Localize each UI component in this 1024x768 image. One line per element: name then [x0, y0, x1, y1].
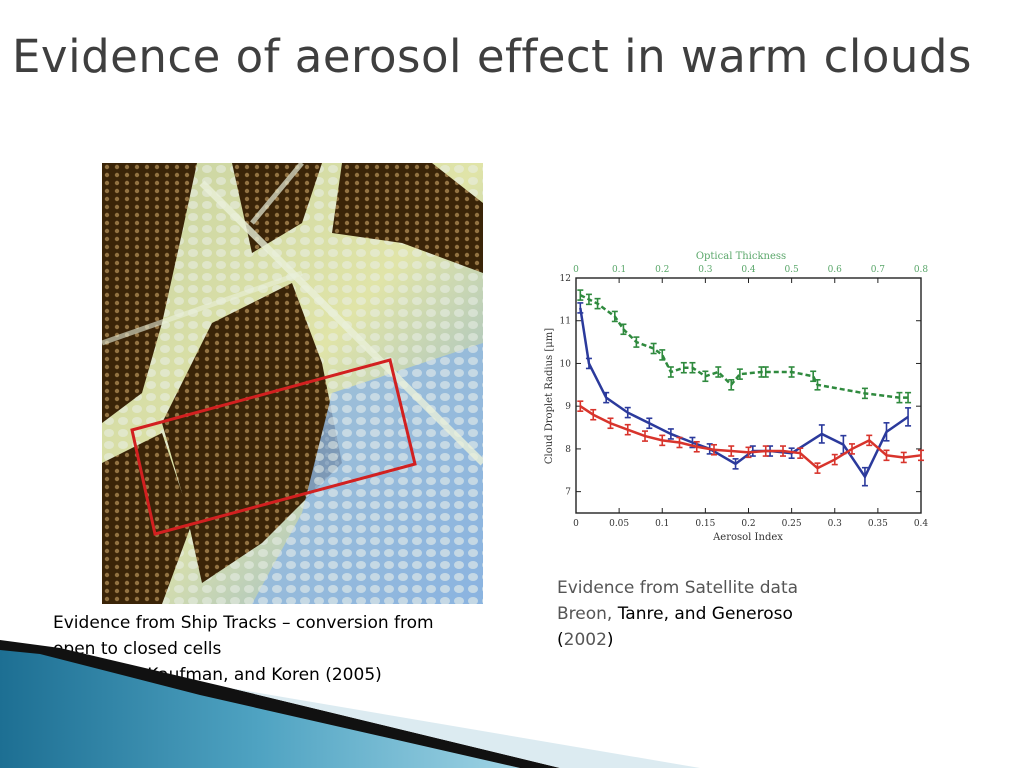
top-tick-label: 0.7 — [871, 265, 886, 275]
caption-line: Evidence from Ship Tracks – conversion f… — [53, 613, 434, 633]
top-tick-label: 0.3 — [698, 265, 713, 275]
top-tick-label: 0.8 — [914, 265, 929, 275]
citation-part: ) — [606, 630, 614, 650]
x-tick-label: 0.3 — [828, 519, 843, 529]
y-tick-label: 9 — [565, 402, 571, 412]
x-tick-label: 0.15 — [695, 519, 715, 529]
droplet-radius-chart: Optical Thickness Aerosol Index Cloud Dr… — [536, 246, 936, 546]
y-tick-label: 7 — [565, 488, 571, 498]
x-tick-label: 0.1 — [655, 519, 669, 529]
x-tick-label: 0.35 — [868, 519, 888, 529]
top-tick-label: 0.6 — [828, 265, 843, 275]
citation-part: Tanre, and Generoso — [617, 604, 793, 624]
satellite-caption: Evidence from Satellite data Breon, Tanr… — [557, 575, 887, 653]
citation-part: ( — [557, 630, 564, 650]
top-axis-label: Optical Thickness — [696, 251, 786, 262]
top-tick-label: 0.4 — [741, 265, 756, 275]
citation-year: (2002) — [557, 627, 887, 653]
x-tick-label: 0.2 — [741, 519, 755, 529]
top-tick-label: 0.2 — [655, 265, 669, 275]
x-axis-label: Aerosol Index — [712, 532, 783, 543]
decorative-swoosh — [0, 640, 700, 768]
y-axis-label: Cloud Droplet Radius [μm] — [544, 328, 555, 464]
citation: Breon, Tanre, and Generoso — [557, 601, 887, 627]
y-tick-label: 8 — [565, 445, 571, 455]
caption-line: Evidence from Satellite data — [557, 578, 799, 598]
citation-part: 2002 — [563, 630, 607, 650]
x-tick-label: 0.05 — [609, 519, 629, 529]
x-tick-label: 0 — [573, 519, 579, 529]
citation-part: Breon, — [557, 604, 618, 624]
highlight-rectangle — [130, 358, 417, 536]
y-tick-label: 11 — [560, 317, 571, 327]
caption-line: open to closed cells — [53, 639, 222, 659]
y-tick-label: 12 — [560, 274, 571, 284]
x-tick-label: 0.4 — [914, 519, 929, 529]
x-tick-label: 0.25 — [782, 519, 802, 529]
slide-title: Evidence of aerosol effect in warm cloud… — [12, 30, 972, 83]
y-tick-label: 10 — [560, 359, 572, 369]
top-tick-label: 0.1 — [612, 265, 626, 275]
ship-tracks-satellite-image — [102, 163, 483, 604]
top-tick-label: 0.5 — [784, 265, 799, 275]
top-tick-label: 0 — [573, 265, 579, 275]
